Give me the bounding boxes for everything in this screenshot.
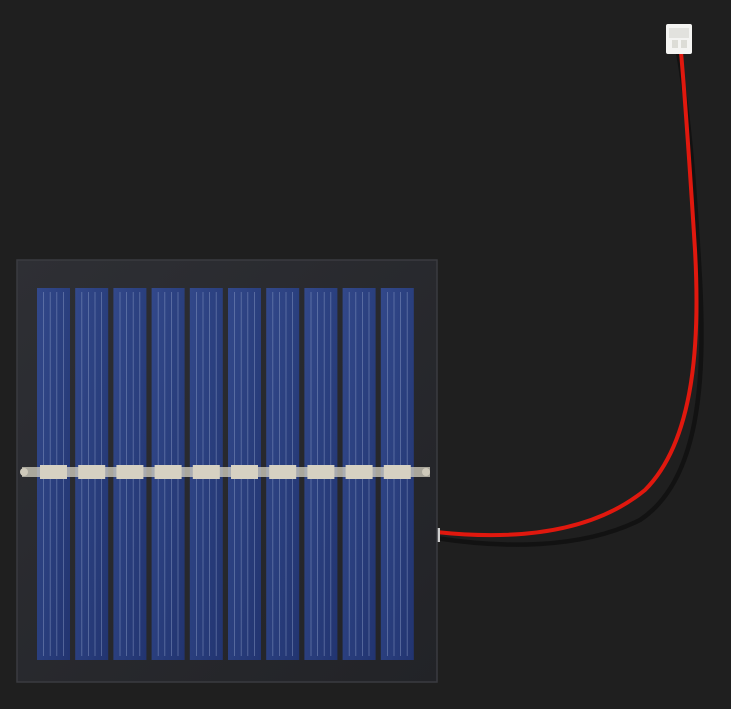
busbar-tab xyxy=(383,465,411,479)
busbar-tab xyxy=(269,465,297,479)
busbar-tab xyxy=(154,465,182,479)
busbar-tab xyxy=(78,465,106,479)
solder-point xyxy=(422,468,430,476)
busbar-tab xyxy=(40,465,67,479)
solar-panel xyxy=(16,259,438,683)
busbar-tab xyxy=(345,465,373,479)
busbar-tab xyxy=(116,465,144,479)
busbar-array xyxy=(20,465,430,479)
red-wire xyxy=(434,50,699,538)
busbar-tab xyxy=(192,465,220,479)
busbar-tab xyxy=(307,465,335,479)
busbar-strip xyxy=(22,467,430,477)
solder-point xyxy=(20,468,28,476)
black-wire xyxy=(433,49,704,547)
busbar-tab xyxy=(231,465,258,479)
jst-connector xyxy=(666,24,692,54)
